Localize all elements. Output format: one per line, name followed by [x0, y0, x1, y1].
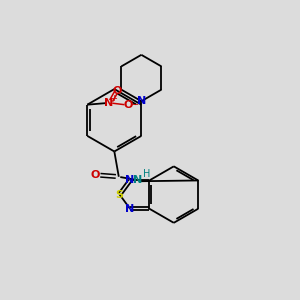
Text: N: N — [125, 176, 135, 185]
Text: N: N — [137, 96, 146, 106]
Text: H: H — [143, 169, 150, 179]
Text: O: O — [113, 86, 122, 96]
Text: N: N — [104, 98, 113, 108]
Text: N: N — [125, 204, 135, 214]
Text: O: O — [123, 100, 133, 110]
Text: −: − — [130, 100, 139, 110]
Text: S: S — [116, 190, 124, 200]
Text: +: + — [110, 94, 117, 103]
Text: N: N — [134, 175, 143, 185]
Text: O: O — [90, 170, 100, 180]
